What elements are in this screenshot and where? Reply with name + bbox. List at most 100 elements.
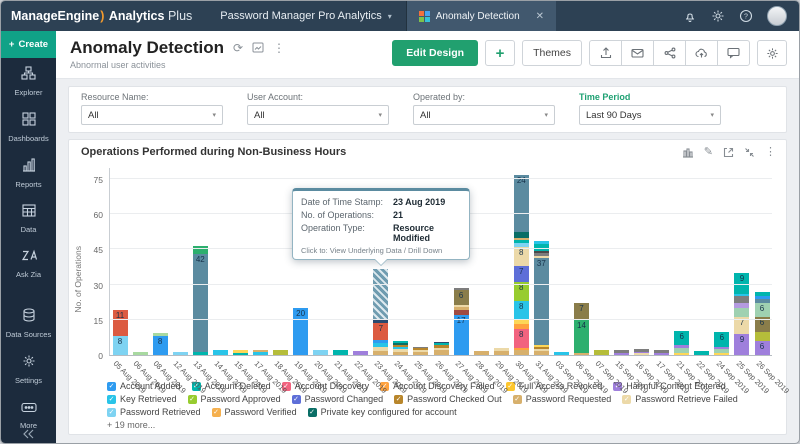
bar-25-aug-2019[interactable] bbox=[413, 346, 429, 355]
add-button[interactable]: + bbox=[485, 40, 516, 66]
legend-item-password-verified[interactable]: ✓ Password Verified bbox=[211, 407, 297, 417]
bar-23-aug-2019[interactable]: 7 bbox=[373, 269, 389, 355]
bar-18-aug-2019[interactable] bbox=[273, 350, 289, 355]
legend-item-private-key-configured-for-account[interactable]: ✓ Private key configured for account bbox=[307, 407, 457, 417]
tab-close-icon[interactable]: ✕ bbox=[535, 10, 545, 22]
filter-select[interactable]: All ▾ bbox=[413, 105, 555, 125]
export-button[interactable] bbox=[589, 40, 622, 66]
chart-type-icon[interactable] bbox=[682, 146, 694, 158]
legend-item-password-requested[interactable]: ✓ Password Requested bbox=[512, 394, 611, 404]
filter-select[interactable]: All ▾ bbox=[247, 105, 389, 125]
bar-14-aug-2019[interactable] bbox=[212, 350, 228, 355]
legend-checkbox[interactable]: ✓ bbox=[191, 381, 201, 391]
snapshot-icon[interactable] bbox=[252, 42, 264, 55]
bar-05-aug-2019[interactable]: 8 11 bbox=[112, 310, 128, 355]
legend-item-password-checked-out[interactable]: ✓ Password Checked Out bbox=[394, 394, 502, 404]
bar-26-aug-2019[interactable] bbox=[433, 341, 449, 355]
email-button[interactable] bbox=[621, 40, 654, 66]
legend-item-password-retrieve-failed[interactable]: ✓ Password Retrieve Failed bbox=[622, 394, 738, 404]
bar-20-aug-2019[interactable] bbox=[313, 349, 329, 355]
legend-item-password-changed[interactable]: ✓ Password Changed bbox=[291, 394, 383, 404]
bar-15-sep-2019[interactable] bbox=[614, 350, 630, 355]
sidebar-item-more[interactable]: More bbox=[1, 392, 56, 437]
bar-24-aug-2019[interactable] bbox=[393, 340, 409, 355]
legend-checkbox[interactable]: ✓ bbox=[380, 381, 390, 391]
bar-06-aug-2019[interactable] bbox=[132, 352, 148, 355]
collapse-arrows-icon[interactable] bbox=[744, 147, 755, 158]
bar-22-sep-2019[interactable] bbox=[694, 350, 710, 355]
view-settings-button[interactable] bbox=[757, 40, 787, 66]
filter-select[interactable]: Last 90 Days ▾ bbox=[579, 105, 721, 125]
legend-checkbox[interactable]: ✓ bbox=[512, 394, 522, 404]
bar-13-aug-2019[interactable]: 42 bbox=[192, 246, 208, 355]
sidebar-item-explorer[interactable]: Explorer bbox=[1, 58, 56, 104]
legend-more-link[interactable]: + 19 more... bbox=[107, 420, 156, 430]
edit-pencil-icon[interactable]: ✎ bbox=[703, 145, 713, 158]
share-button[interactable] bbox=[653, 40, 686, 66]
legend-checkbox[interactable]: ✓ bbox=[622, 394, 632, 404]
legend-checkbox[interactable]: ✓ bbox=[394, 394, 404, 404]
bar-31-aug-2019[interactable]: 37 bbox=[533, 241, 549, 355]
bar-03-sep-2019[interactable] bbox=[553, 352, 569, 355]
open-in-new-icon[interactable] bbox=[723, 147, 734, 158]
legend-item-password-approved[interactable]: ✓ Password Approved bbox=[187, 394, 281, 404]
edit-design-button[interactable]: Edit Design bbox=[392, 40, 479, 66]
create-button[interactable]: + Create bbox=[1, 31, 56, 58]
title-more-options-icon[interactable]: ⋮ bbox=[273, 41, 286, 55]
filter-select[interactable]: All ▾ bbox=[81, 105, 223, 125]
legend-item-full-access-revoked[interactable]: ✓ Full Access Revoked bbox=[505, 381, 602, 391]
bar-25-sep-2019[interactable]: 9 7 9 bbox=[734, 272, 750, 355]
chart-more-options-icon[interactable]: ⋮ bbox=[765, 145, 776, 158]
bar-28-aug-2019[interactable] bbox=[473, 350, 489, 355]
legend-checkbox[interactable]: ✓ bbox=[291, 394, 301, 404]
legend-item-key-retrieved[interactable]: ✓ Key Retrieved bbox=[107, 394, 177, 404]
bar-27-aug-2019[interactable]: 17 6 bbox=[453, 288, 469, 355]
legend-item-password-retrieved[interactable]: ✓ Password Retrieved bbox=[107, 407, 201, 417]
publish-cloud-button[interactable] bbox=[685, 40, 718, 66]
legend-checkbox[interactable]: ✓ bbox=[281, 381, 291, 391]
sidebar-item-ask-zia[interactable]: Ask Zia bbox=[1, 241, 56, 286]
bar-15-aug-2019[interactable] bbox=[232, 349, 248, 355]
bar-12-aug-2019[interactable] bbox=[172, 352, 188, 355]
legend-checkbox[interactable]: ✓ bbox=[187, 394, 197, 404]
legend-item-account-discovery[interactable]: ✓ Account Discovery bbox=[281, 381, 369, 391]
collapse-sidebar-icon[interactable] bbox=[1, 428, 56, 440]
user-avatar[interactable] bbox=[767, 6, 787, 26]
legend-checkbox[interactable]: ✓ bbox=[505, 381, 515, 391]
notifications-bell-icon[interactable] bbox=[683, 9, 697, 23]
bar-16-sep-2019[interactable] bbox=[634, 349, 650, 355]
workspace-selector[interactable]: Password Manager Pro Analytics ▾ bbox=[206, 1, 405, 31]
bar-29-aug-2019[interactable] bbox=[493, 347, 509, 355]
comments-button[interactable] bbox=[717, 40, 750, 66]
settings-gear-icon[interactable] bbox=[711, 9, 725, 23]
bar-08-aug-2019[interactable]: 8 bbox=[152, 333, 168, 355]
legend-checkbox[interactable]: ✓ bbox=[107, 381, 116, 391]
legend-checkbox[interactable]: ✓ bbox=[211, 407, 221, 417]
legend-checkbox[interactable]: ✓ bbox=[107, 394, 116, 404]
themes-button[interactable]: Themes bbox=[522, 40, 582, 66]
legend-item-harmful-content-entered[interactable]: ✓ Harmful Content Entered bbox=[613, 381, 726, 391]
legend-checkbox[interactable]: ✓ bbox=[307, 407, 317, 417]
bar-06-sep-2019[interactable]: 14 7 bbox=[573, 303, 589, 355]
bar-21-aug-2019[interactable] bbox=[333, 350, 349, 355]
legend-checkbox[interactable]: ✓ bbox=[107, 407, 116, 417]
bar-24-sep-2019[interactable]: 6 bbox=[714, 332, 730, 355]
bar-22-aug-2019[interactable] bbox=[353, 351, 369, 355]
legend-item-account-added[interactable]: ✓ Account Added bbox=[107, 381, 181, 391]
legend-item-account-discovery-failed[interactable]: ✓ Account Discovery Failed bbox=[380, 381, 495, 391]
bar-21-sep-2019[interactable]: 6 bbox=[674, 331, 690, 355]
sidebar-item-dashboards[interactable]: Dashboards bbox=[1, 104, 56, 150]
sidebar-item-data[interactable]: Data bbox=[1, 196, 56, 241]
tab-anomaly-detection[interactable]: Anomaly Detection ✕ bbox=[405, 1, 557, 31]
bar-07-sep-2019[interactable] bbox=[594, 349, 610, 355]
bar-30-aug-2019[interactable]: 8 8 8 7 8 24 bbox=[513, 175, 529, 355]
help-icon[interactable]: ? bbox=[739, 9, 753, 23]
refresh-icon[interactable]: ⟳ bbox=[232, 41, 244, 55]
bar-17-sep-2019[interactable] bbox=[654, 350, 670, 355]
legend-item-account-deleted[interactable]: ✓ Account Deleted bbox=[191, 381, 271, 391]
bar-17-aug-2019[interactable] bbox=[252, 350, 268, 355]
bar-19-aug-2019[interactable]: 20 bbox=[293, 308, 309, 355]
bar-26-sep-2019[interactable]: 6 6 6 bbox=[754, 291, 770, 355]
sidebar-item-data-sources[interactable]: Data Sources bbox=[1, 300, 56, 346]
sidebar-item-reports[interactable]: Reports bbox=[1, 150, 56, 196]
